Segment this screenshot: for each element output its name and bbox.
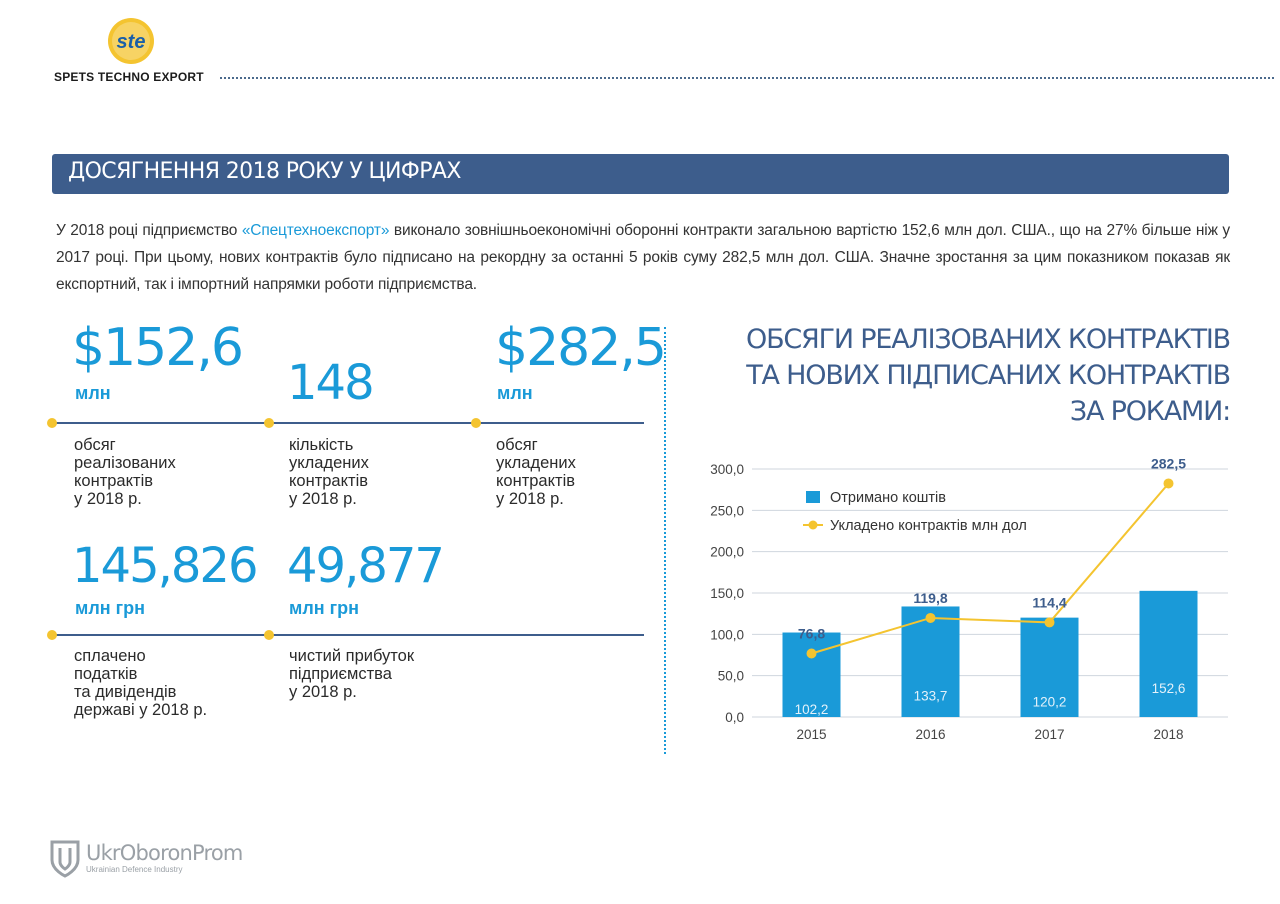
- stat-dot: [471, 418, 481, 428]
- bar-value-label: 152,6: [1152, 681, 1186, 696]
- line-point: [925, 612, 936, 623]
- legend-bar-swatch: [806, 491, 820, 503]
- section-title-bar: ДОСЯГНЕННЯ 2018 РОКУ У ЦИФРАХ: [52, 154, 1229, 194]
- stat-dot: [264, 630, 274, 640]
- line-point: [806, 648, 817, 659]
- stats-row1-line: [52, 422, 644, 424]
- stat-unit-new-contracts: млн: [497, 383, 533, 403]
- intro-company-highlight: «Спецтехноекспорт»: [241, 222, 390, 239]
- vertical-divider: [664, 327, 666, 754]
- stat-unit-taxes: млн грн: [75, 598, 145, 618]
- stat-desc-new-contracts: обсяг укладених контрактів у 2018 р.: [496, 436, 576, 508]
- line-point: [1163, 478, 1174, 489]
- footer-logo: UkrOboronProm Ukrainian Defence Industry: [48, 838, 243, 878]
- stat-value-taxes: 145,826: [72, 538, 258, 594]
- header-divider: [220, 77, 1274, 79]
- section-title: ДОСЯГНЕННЯ 2018 РОКУ У ЦИФРАХ: [68, 159, 461, 184]
- line-value-label: 119,8: [913, 590, 947, 606]
- bar-value-label: 120,2: [1033, 694, 1067, 709]
- x-tick-label: 2018: [1153, 727, 1183, 742]
- company-logo: ste SPETS TECHNO EXPORT: [54, 16, 204, 86]
- stat-value-contract-count: 148: [287, 355, 375, 411]
- y-tick-label: 200,0: [710, 545, 744, 560]
- intro-part1: У 2018 році підприємство: [56, 222, 242, 239]
- x-tick-label: 2016: [915, 727, 945, 742]
- bar: [1020, 617, 1079, 717]
- stat-unit-net-profit: млн грн: [289, 598, 359, 618]
- y-tick-label: 250,0: [710, 503, 744, 518]
- chart-heading-line: ТА НОВИХ ПІДПИСАНИХ КОНТРАКТІВ: [746, 360, 1231, 391]
- footer-brand-name: UkrOboronProm: [86, 841, 243, 865]
- stat-desc-net-profit: чистий прибуток підприємства у 2018 р.: [289, 647, 415, 701]
- company-logo-mark: ste: [108, 18, 154, 64]
- x-tick-label: 2017: [1034, 727, 1064, 742]
- line-value-label: 282,5: [1151, 455, 1186, 471]
- line-series: [811, 482, 1170, 655]
- bar: [1139, 590, 1198, 717]
- intro-part2: виконало зовнішньоекономічні оборонні ко…: [56, 222, 1231, 293]
- legend-line-label: Укладено контрактів млн дол: [830, 518, 1027, 534]
- shield-icon: [50, 840, 80, 878]
- stats-row2-line: [52, 634, 644, 636]
- y-tick-label: 50,0: [718, 669, 744, 684]
- line-point: [1044, 617, 1055, 628]
- stat-dot: [47, 630, 57, 640]
- company-name: SPETS TECHNO EXPORT: [54, 70, 204, 84]
- logo-text: ste: [117, 31, 146, 53]
- x-tick-label: 2015: [796, 727, 826, 742]
- stat-desc-taxes: сплачено податків та дивідендів державі у 2…: [74, 647, 208, 719]
- stat-value-revenue: $152,6: [72, 318, 244, 378]
- legend-bar-label: Отримано коштів: [830, 490, 946, 506]
- bar: [782, 632, 841, 717]
- stat-desc-contract-count: кількість укладених контрактів у 2018 р.: [289, 436, 369, 508]
- line-value-label: 114,4: [1032, 594, 1066, 610]
- legend-line-marker: [808, 520, 818, 530]
- contracts-chart: 0,0 50,0 100,0 150,0 200,0 250,0 300,0 2015 2016…: [710, 455, 1228, 742]
- stat-value-new-contracts: $282,5: [495, 318, 667, 378]
- stat-value-net-profit: 49,877: [287, 538, 445, 594]
- line-value-label: 76,8: [798, 626, 825, 642]
- stat-dot: [264, 418, 274, 428]
- chart-heading: ОБСЯГИ РЕАЛІЗОВАНИХ КОНТРАКТІВ ТА НОВИХ …: [670, 322, 1231, 430]
- chart-heading-line: ЗА РОКАМИ:: [1069, 396, 1231, 427]
- y-tick-label: 300,0: [710, 462, 744, 477]
- stat-desc-revenue: обсяг реалізованих контрактів у 2018 р.: [74, 436, 176, 508]
- y-tick-label: 150,0: [710, 586, 744, 601]
- y-tick-label: 100,0: [710, 627, 744, 642]
- bar: [901, 606, 960, 717]
- bar-value-label: 102,2: [795, 702, 829, 717]
- y-tick-label: 0,0: [725, 710, 744, 725]
- footer-brand-subtitle: Ukrainian Defence Industry: [86, 865, 183, 874]
- bar-value-label: 133,7: [914, 689, 948, 704]
- chart-heading-line: ОБСЯГИ РЕАЛІЗОВАНИХ КОНТРАКТІВ: [746, 324, 1231, 355]
- stat-dot: [47, 418, 57, 428]
- stat-unit-revenue: млн: [75, 383, 111, 403]
- intro-paragraph: У 2018 році підприємство «Спецтехноекспо…: [56, 217, 1230, 298]
